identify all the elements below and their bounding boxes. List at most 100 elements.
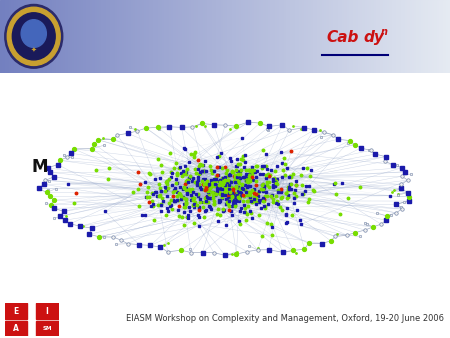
Bar — [241, 0, 243, 73]
Bar — [349, 0, 351, 73]
Bar — [11, 0, 13, 73]
Bar — [56, 0, 58, 73]
Bar — [299, 0, 302, 73]
Bar — [362, 0, 364, 73]
Bar — [50, 0, 52, 73]
Bar — [182, 0, 184, 73]
Text: SM: SM — [42, 327, 52, 331]
Bar — [360, 0, 362, 73]
Text: ✦: ✦ — [31, 47, 37, 53]
Bar — [364, 0, 367, 73]
Bar — [92, 0, 94, 73]
Bar — [173, 0, 176, 73]
Bar — [61, 0, 63, 73]
Bar — [22, 0, 25, 73]
Bar — [418, 0, 421, 73]
Bar — [76, 0, 79, 73]
Bar — [254, 0, 256, 73]
Bar — [40, 0, 43, 73]
Bar — [83, 0, 86, 73]
Bar — [371, 0, 374, 73]
Bar — [306, 0, 308, 73]
Bar — [81, 0, 83, 73]
Bar — [158, 0, 160, 73]
Bar — [180, 0, 182, 73]
Bar — [108, 0, 110, 73]
Bar — [101, 0, 104, 73]
Bar — [340, 0, 342, 73]
Bar — [205, 0, 207, 73]
Bar — [292, 0, 295, 73]
Bar — [16, 0, 18, 73]
Bar — [142, 0, 144, 73]
Bar — [43, 0, 45, 73]
Bar — [20, 0, 22, 73]
Bar — [380, 0, 382, 73]
Bar — [315, 0, 317, 73]
Bar — [225, 0, 227, 73]
Bar — [169, 0, 171, 73]
Circle shape — [12, 13, 55, 60]
Bar — [248, 0, 250, 73]
Text: A: A — [13, 324, 19, 333]
Bar — [333, 0, 335, 73]
Bar — [385, 0, 387, 73]
Bar — [189, 0, 191, 73]
Bar — [434, 0, 436, 73]
Bar — [126, 0, 128, 73]
Bar — [232, 0, 234, 73]
Bar — [162, 0, 164, 73]
Bar — [187, 0, 189, 73]
Bar — [392, 0, 394, 73]
Text: dy: dy — [364, 30, 384, 45]
Bar — [104, 0, 106, 73]
Bar — [212, 0, 214, 73]
Bar — [0, 0, 2, 73]
Text: Cab: Cab — [326, 30, 359, 45]
Bar — [256, 0, 259, 73]
Bar — [36, 303, 58, 319]
Bar — [184, 0, 187, 73]
Bar — [252, 0, 254, 73]
Bar — [346, 0, 349, 73]
Bar — [376, 0, 378, 73]
Bar — [79, 0, 81, 73]
Bar — [284, 0, 286, 73]
Bar — [133, 0, 135, 73]
Bar — [27, 0, 29, 73]
Bar — [403, 0, 405, 73]
Bar — [99, 0, 101, 73]
Bar — [396, 0, 398, 73]
Bar — [4, 303, 27, 319]
Text: M: M — [32, 158, 48, 176]
Bar — [281, 0, 284, 73]
Bar — [74, 0, 76, 73]
Bar — [135, 0, 137, 73]
Bar — [115, 0, 117, 73]
Bar — [326, 0, 328, 73]
Bar — [198, 0, 200, 73]
Bar — [443, 0, 446, 73]
Bar — [144, 0, 146, 73]
Bar — [432, 0, 434, 73]
Bar — [214, 0, 216, 73]
Bar — [338, 0, 340, 73]
Bar — [378, 0, 380, 73]
Bar — [234, 0, 236, 73]
Bar — [151, 0, 153, 73]
Circle shape — [21, 20, 46, 47]
Bar — [70, 0, 72, 73]
Bar — [358, 0, 360, 73]
Bar — [47, 0, 50, 73]
Text: EIASM Workshop on Complexity and Management, Oxford, 19-20 June 2006: EIASM Workshop on Complexity and Managem… — [126, 314, 444, 323]
Bar — [382, 0, 385, 73]
Bar — [425, 0, 428, 73]
Text: I: I — [46, 307, 49, 316]
Bar — [310, 0, 313, 73]
Bar — [130, 0, 133, 73]
Bar — [54, 0, 56, 73]
Bar — [236, 0, 238, 73]
Bar — [268, 0, 270, 73]
Bar — [272, 0, 274, 73]
Bar — [238, 0, 241, 73]
